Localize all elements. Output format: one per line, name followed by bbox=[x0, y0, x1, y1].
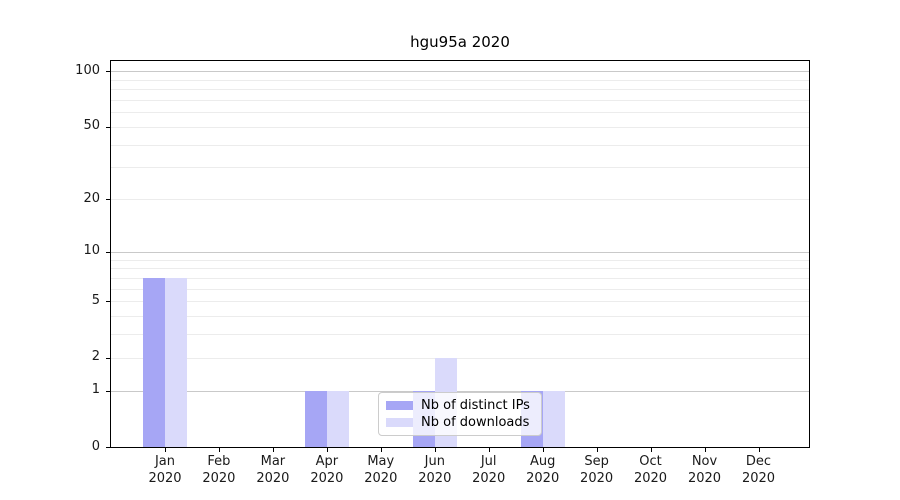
gridline-6 bbox=[111, 288, 809, 290]
x-tick-label-feb: Feb 2020 bbox=[202, 454, 236, 486]
x-tick-label-jun: Jun 2020 bbox=[418, 454, 452, 486]
gridline-major-100 bbox=[111, 71, 809, 73]
legend-swatch-downloads-icon bbox=[386, 418, 413, 427]
gridline-80 bbox=[111, 89, 809, 91]
x-tick-mark-dec bbox=[758, 448, 760, 452]
x-tick-mark-nov bbox=[704, 448, 706, 452]
x-tick-mark-jan bbox=[165, 448, 166, 452]
x-tick-label-jul: Jul 2020 bbox=[472, 454, 506, 486]
x-tick-mark-feb bbox=[218, 448, 220, 452]
plot-area: Nb of distinct IPs Nb of downloads bbox=[110, 60, 810, 448]
y-tick-label-50: 50 bbox=[83, 118, 100, 134]
gridline-9 bbox=[111, 259, 809, 261]
y-tick-label-1: 1 bbox=[91, 382, 100, 398]
x-tick-label-aug: Aug 2020 bbox=[526, 454, 560, 486]
y-tick-label-10: 10 bbox=[83, 243, 100, 259]
gridline-7 bbox=[111, 277, 809, 279]
x-tick-label-oct: Oct 2020 bbox=[633, 454, 668, 486]
chart-title: hgu95a 2020 bbox=[410, 33, 510, 51]
x-tick-label-sep: Sep 2020 bbox=[580, 454, 614, 486]
x-tick-label-mar: Mar 2020 bbox=[256, 454, 290, 486]
x-tick-mark-oct bbox=[650, 448, 652, 452]
x-tick-mark-jun bbox=[434, 448, 436, 452]
x-tick-mark-apr bbox=[326, 448, 328, 452]
gridline-major-1 bbox=[111, 390, 809, 392]
y-tick-mark-2 bbox=[106, 357, 110, 359]
gridline-8 bbox=[111, 268, 809, 270]
bar-distinct-ips-jan bbox=[143, 277, 165, 447]
x-tick-label-dec: Dec 2020 bbox=[741, 454, 776, 486]
legend: Nb of distinct IPs Nb of downloads bbox=[378, 392, 542, 436]
gridline-40 bbox=[111, 144, 809, 146]
y-tick-mark-50 bbox=[106, 126, 110, 128]
x-tick-mark-mar bbox=[272, 448, 274, 452]
gridline-5 bbox=[111, 301, 809, 303]
legend-label-distinct-ips: Nb of distinct IPs bbox=[421, 398, 530, 413]
gridline-major-10 bbox=[111, 251, 809, 253]
y-tick-mark-100 bbox=[106, 71, 110, 73]
x-tick-mark-jul bbox=[488, 448, 490, 452]
gridline-50 bbox=[111, 126, 809, 128]
y-tick-label-20: 20 bbox=[83, 190, 100, 206]
gridline-20 bbox=[111, 199, 809, 201]
x-tick-label-nov: Nov 2020 bbox=[687, 454, 722, 486]
bar-downloads-aug bbox=[542, 390, 565, 447]
gridline-3 bbox=[111, 334, 809, 336]
x-tick-label-jan: Jan 2020 bbox=[148, 454, 182, 486]
y-tick-label-0: 0 bbox=[91, 438, 100, 454]
y-tick-label-100: 100 bbox=[75, 62, 100, 78]
y-tick-mark-10 bbox=[106, 251, 110, 253]
gridline-30 bbox=[111, 167, 809, 169]
gridline-70 bbox=[111, 99, 809, 101]
bar-downloads-apr bbox=[326, 390, 349, 447]
gridline-90 bbox=[111, 79, 809, 81]
legend-item-distinct-ips: Nb of distinct IPs bbox=[386, 398, 533, 413]
y-tick-mark-5 bbox=[106, 301, 110, 303]
y-tick-mark-20 bbox=[106, 199, 110, 201]
gridline-4 bbox=[111, 315, 809, 317]
y-tick-label-5: 5 bbox=[91, 292, 100, 308]
x-tick-mark-may bbox=[380, 448, 382, 452]
x-tick-mark-sep bbox=[596, 448, 598, 452]
legend-item-downloads: Nb of downloads bbox=[386, 415, 533, 430]
y-tick-mark-1 bbox=[106, 390, 110, 392]
x-tick-mark-aug bbox=[542, 448, 544, 452]
gridline-2 bbox=[111, 357, 809, 359]
gridline-60 bbox=[111, 112, 809, 114]
legend-swatch-distinct-ips-icon bbox=[386, 401, 413, 410]
bar-downloads-jan bbox=[165, 277, 187, 447]
y-tick-label-2: 2 bbox=[91, 349, 100, 364]
x-tick-label-may: May 2020 bbox=[364, 454, 398, 486]
x-tick-label-apr: Apr 2020 bbox=[310, 454, 344, 486]
legend-label-downloads: Nb of downloads bbox=[421, 415, 530, 430]
bar-distinct-ips-apr bbox=[304, 390, 327, 447]
y-tick-mark-0 bbox=[106, 447, 110, 448]
